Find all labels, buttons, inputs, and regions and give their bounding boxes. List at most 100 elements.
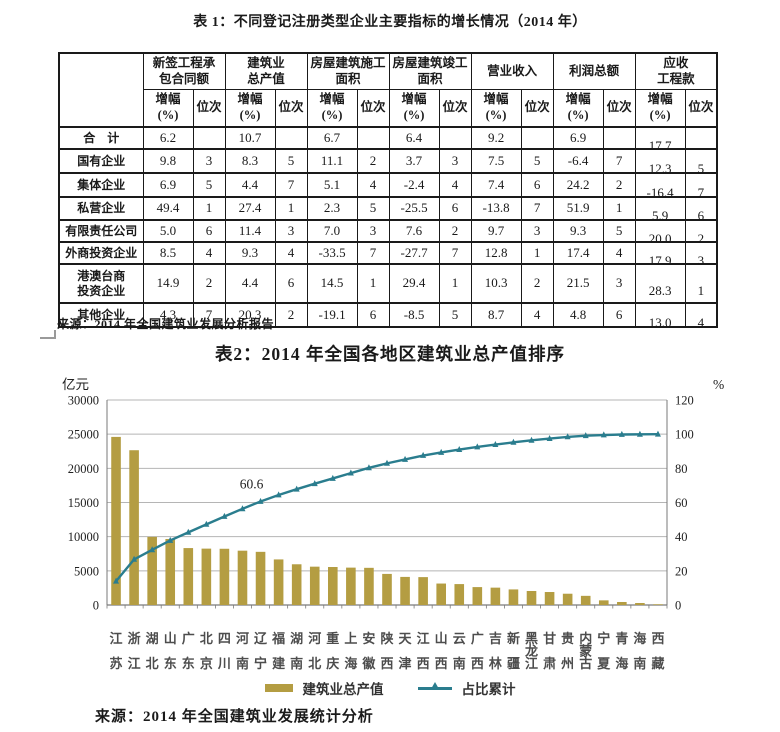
table1-cell: -16.4	[634, 172, 686, 200]
line-marker-icon	[365, 464, 372, 471]
category-label: 河	[236, 631, 249, 646]
table1-corner-cell	[58, 52, 144, 128]
line-marker-icon	[420, 451, 427, 458]
table1-cell: 1	[274, 196, 308, 221]
table1-sub-header: 位次	[274, 89, 308, 128]
line-marker-icon	[275, 491, 282, 498]
category-label: 湖	[146, 631, 159, 646]
bar	[237, 550, 248, 605]
table1-sub-header: 增幅 (%)	[306, 89, 358, 128]
table1-cell: 6	[602, 302, 636, 328]
table1-cell: 4	[438, 172, 472, 198]
right-axis-tick-label: 60	[675, 496, 688, 510]
category-label: 南	[453, 656, 466, 671]
table1-cell: 4	[356, 172, 390, 198]
line-marker-icon	[167, 536, 174, 543]
table1-cell: 1	[602, 196, 636, 221]
table1-cell: 3	[356, 219, 390, 243]
table1-cell: 5.0	[142, 219, 194, 243]
category-label: 广	[182, 631, 195, 646]
bar	[635, 603, 645, 605]
bar	[472, 587, 483, 605]
bar	[418, 577, 428, 605]
line-marker-icon	[384, 459, 390, 466]
category-label: 海	[615, 656, 628, 671]
table1-row-label: 集体企业	[58, 172, 144, 198]
table1-sub-header: 位次	[684, 89, 718, 128]
category-label: 吉	[489, 631, 502, 646]
table1-cell: 5	[520, 148, 554, 174]
bar	[598, 600, 609, 605]
line-marker-icon	[149, 546, 156, 553]
table1-cell: 1	[356, 263, 390, 304]
left-axis-tick-label: 5000	[74, 564, 99, 578]
category-label: 重	[326, 631, 339, 646]
table1-sub-header: 增幅 (%)	[552, 89, 604, 128]
left-axis-tick-label: 25000	[68, 428, 99, 442]
legend-bar-label: 建筑业总产值	[302, 682, 384, 697]
table1-cell: 3.7	[388, 148, 440, 174]
line-marker-icon	[528, 436, 535, 443]
table1-cell: 51.9	[552, 196, 604, 221]
legend-line-label: 占比累计	[461, 682, 516, 697]
table1-group-header: 利润总额	[552, 52, 636, 90]
table1-cell: 6	[274, 263, 308, 304]
bar	[580, 595, 591, 605]
table1-group-header: 房屋建筑竣工 面积	[388, 52, 472, 90]
table1-sub-header: 增幅 (%)	[634, 89, 686, 128]
table1-cell: 6	[356, 302, 390, 328]
table1-cell: 7	[438, 241, 472, 265]
category-label: 福	[271, 631, 285, 646]
table1-cell: 5	[602, 219, 636, 243]
right-axis-tick-label: 100	[675, 428, 694, 442]
table1-cell: 49.4	[142, 196, 194, 221]
table1-cell: 6	[520, 172, 554, 198]
category-label: 夏	[596, 656, 611, 671]
table1-cell: 2	[356, 148, 390, 174]
table1-cell: 7	[520, 196, 554, 221]
table1-cell: 2	[192, 263, 226, 304]
category-label: 江	[525, 656, 538, 671]
table1-cell: 7	[684, 172, 718, 200]
table1-cell: 6	[192, 219, 226, 243]
category-label: 云	[453, 631, 466, 646]
table1-cell: 1	[684, 263, 718, 304]
line-marker-icon	[402, 455, 409, 462]
bar	[111, 436, 121, 605]
table1-cell: 8.3	[224, 148, 276, 174]
line-marker-icon	[293, 485, 300, 492]
category-label: 北	[308, 656, 321, 671]
table1-cell: 4	[520, 302, 554, 328]
category-label: 南	[290, 656, 303, 671]
line-marker-icon	[329, 474, 336, 481]
table1-group-header: 房屋建筑施工 面积	[306, 52, 390, 90]
line-marker-icon	[510, 438, 517, 445]
table1-cell	[438, 126, 472, 150]
category-label: 安	[362, 631, 375, 646]
data-annotation: 60.6	[240, 476, 264, 491]
table1-group-header: 新签工程承 包合同额	[142, 52, 226, 90]
table1-cell: 4	[192, 241, 226, 265]
table1-cell: 20.0	[634, 219, 686, 246]
category-label: 宁	[597, 631, 610, 646]
table1-sub-header: 增幅 (%)	[470, 89, 522, 128]
line-marker-icon	[492, 440, 499, 447]
category-label: 黑	[525, 631, 538, 646]
chart-legend: 建筑业总产值 占比累计	[0, 678, 780, 698]
table1-group-header: 营业收入	[470, 52, 554, 90]
line-marker-icon	[636, 430, 643, 437]
category-label: 湖	[290, 631, 303, 646]
table1-cell: 9.7	[470, 219, 522, 243]
table1-cell: 4	[684, 302, 718, 330]
line-marker-icon	[600, 431, 607, 438]
category-label: 浙	[128, 631, 141, 646]
table1-row-label: 私营企业	[58, 196, 144, 221]
table1-cell: 7	[192, 302, 226, 328]
category-label: 宁	[254, 656, 267, 671]
category-label: 青	[615, 631, 628, 646]
category-label: 苏	[110, 656, 123, 671]
bar	[183, 548, 194, 605]
left-axis-tick-label: 0	[93, 599, 99, 613]
table1-cell: 5	[684, 148, 718, 176]
table1-sub-header: 增幅 (%)	[224, 89, 276, 128]
